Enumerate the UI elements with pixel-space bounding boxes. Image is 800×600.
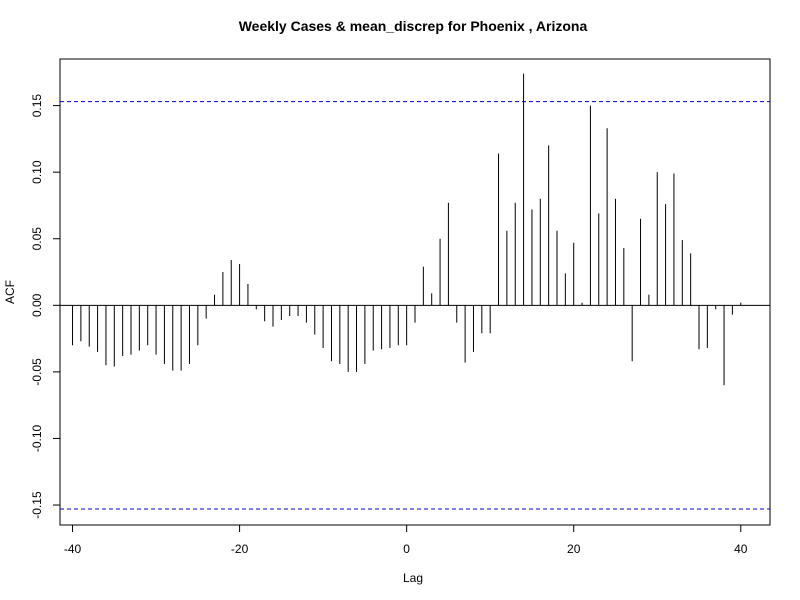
plot-area — [60, 73, 770, 510]
x-axis-label: Lag — [403, 571, 423, 585]
x-tick-label: 40 — [734, 542, 748, 556]
y-tick-label: 0.15 — [30, 94, 44, 118]
x-tick-label: -20 — [231, 542, 249, 556]
y-tick-label: -0.05 — [30, 358, 44, 386]
y-tick-label: 0.05 — [30, 227, 44, 251]
x-tick-label: -40 — [64, 542, 82, 556]
chart-title: Weekly Cases & mean_discrep for Phoenix … — [239, 18, 588, 34]
y-tick-label: -0.15 — [30, 491, 44, 519]
x-tick-label: 0 — [403, 542, 410, 556]
y-axis-label: ACF — [3, 280, 17, 304]
y-axis: -0.15 -0.10 -0.05 0.00 0.05 0.10 0.15 — [30, 94, 61, 519]
y-tick-label: -0.10 — [30, 424, 44, 452]
x-axis: -40 -20 0 20 40 — [64, 524, 748, 556]
x-tick-label: 20 — [567, 542, 581, 556]
plot-frame — [59, 58, 771, 526]
y-tick-label: 0.10 — [30, 160, 44, 184]
y-tick-label: 0.00 — [30, 293, 44, 317]
